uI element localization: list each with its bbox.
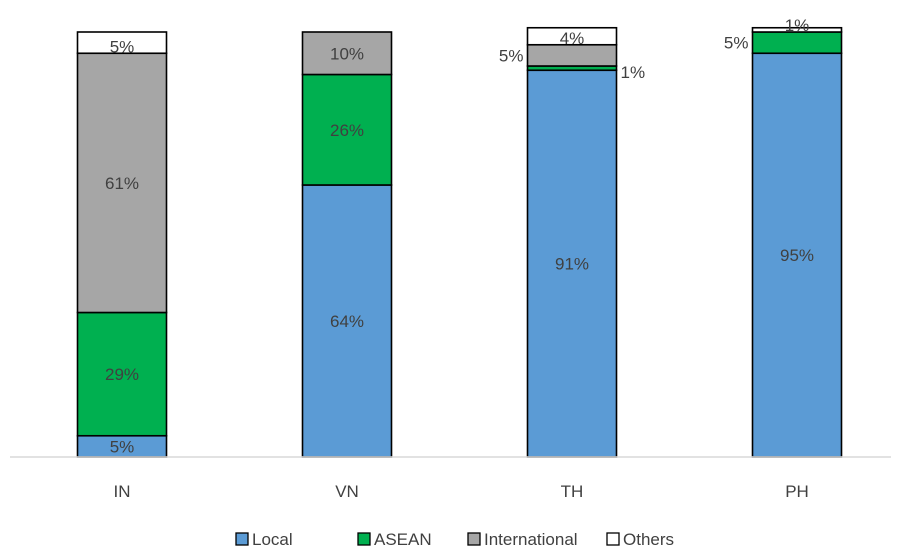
x-tick-label-th: TH [561, 482, 584, 501]
legend-swatch-others [606, 532, 620, 546]
data-label-th-local: 91% [555, 255, 589, 274]
legend-label-international: International [484, 530, 578, 549]
legend-label-asean: ASEAN [374, 530, 432, 549]
legend-label-others: Others [623, 530, 674, 549]
x-tick-label-vn: VN [335, 482, 359, 501]
bars-layer [76, 26, 843, 458]
x-tick-label-ph: PH [785, 482, 809, 501]
data-label-vn-international: 10% [330, 44, 364, 63]
data-label-th-asean: 1% [621, 63, 646, 82]
data-label-in-international: 61% [105, 174, 139, 193]
bar-ph-local [751, 52, 843, 458]
data-label-in-asean: 29% [105, 365, 139, 384]
legend-swatch-asean [357, 532, 371, 546]
data-label-vn-local: 64% [330, 312, 364, 331]
bar-in-others [76, 31, 168, 55]
legend-swatch-local [235, 532, 249, 546]
bar-th-others [526, 26, 618, 46]
data-label-th-international: 5% [499, 46, 524, 65]
bar-th-international [526, 43, 618, 67]
bar-th-local [526, 69, 618, 458]
data-labels-layer: 5% 29% 61% 5% 64% 26% 10% 91% 1% 5% 4% 95% 5% 1% [105, 16, 814, 456]
bar-ph-asean [751, 31, 843, 55]
legend-swatch-international [467, 532, 481, 546]
x-axis-ticks: IN VN TH PH [114, 482, 809, 501]
bar-in-asean [76, 311, 168, 437]
bar-vn-international [301, 31, 393, 76]
x-tick-label-in: IN [114, 482, 131, 501]
bar-vn-local [301, 184, 393, 458]
data-label-ph-others: 1% [785, 16, 810, 35]
legend-label-local: Local [252, 530, 293, 549]
data-label-th-others: 4% [560, 29, 585, 48]
legend: Local ASEAN International Others [235, 530, 674, 549]
data-label-ph-asean: 5% [724, 34, 749, 53]
data-label-vn-asean: 26% [330, 121, 364, 140]
data-label-ph-local: 95% [780, 246, 814, 265]
data-label-in-others: 5% [110, 37, 135, 56]
data-label-in-local: 5% [110, 437, 135, 456]
bar-ph-others [751, 26, 843, 33]
